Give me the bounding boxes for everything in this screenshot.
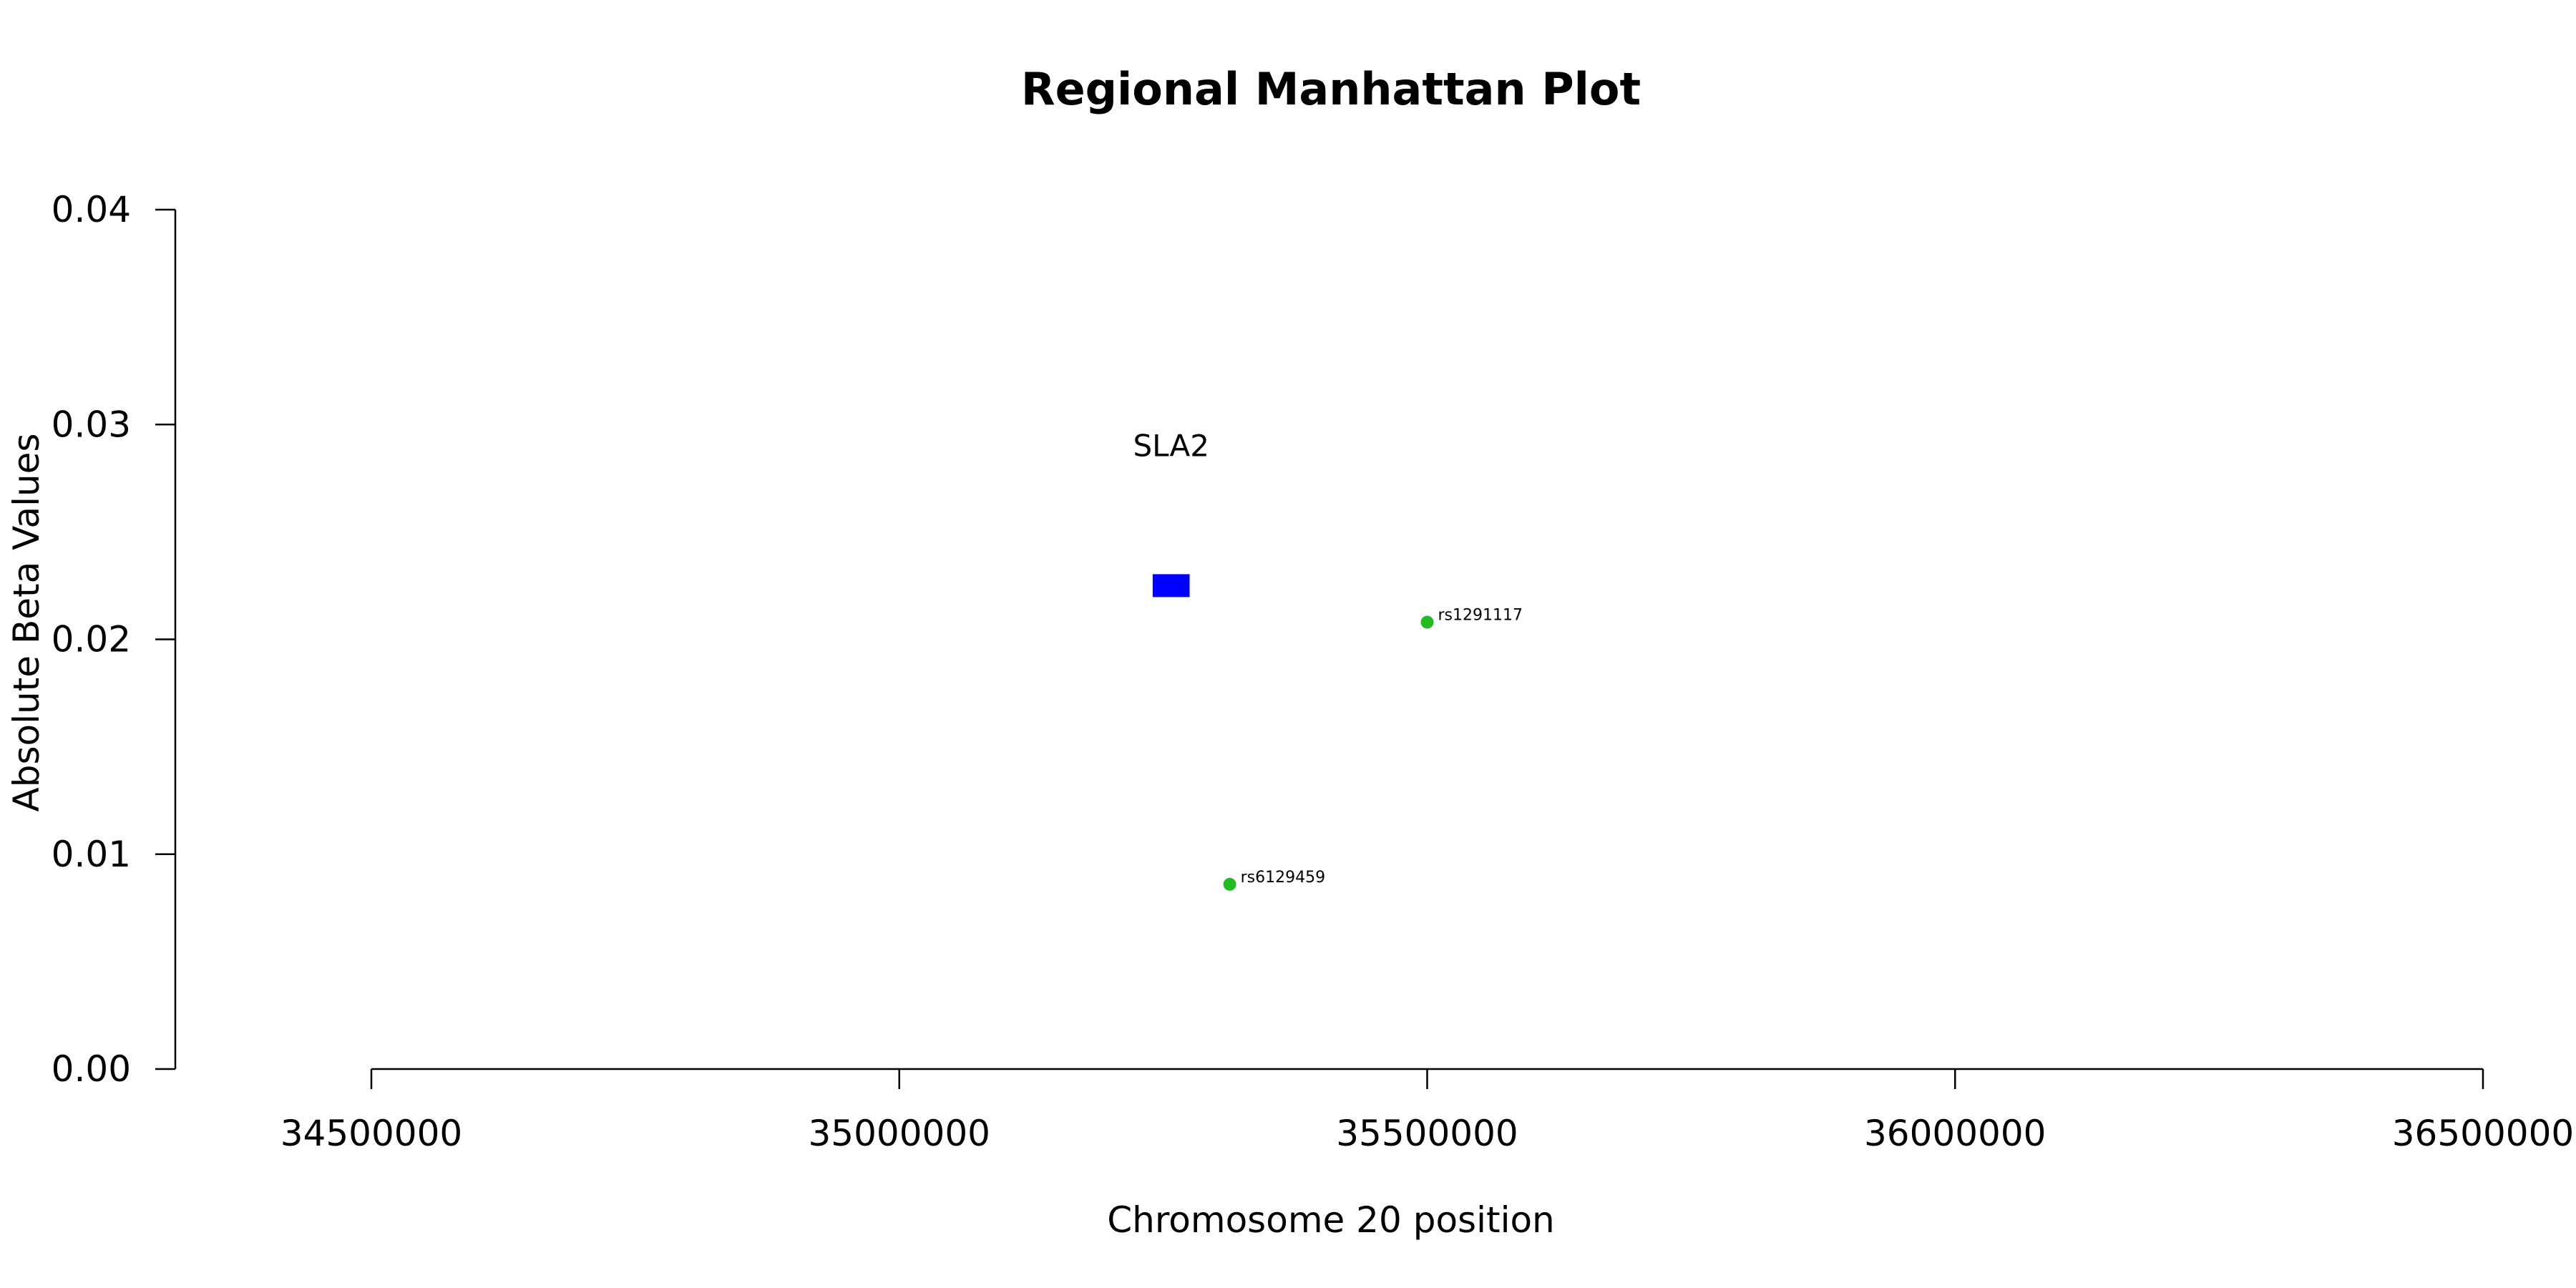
y-axis: 0.00 0.01 0.02 0.03 0.04 — [52, 189, 177, 1090]
y-tick-label: 0.03 — [52, 404, 131, 445]
y-tick-label: 0.01 — [52, 834, 131, 875]
x-tick-label: 36000000 — [1864, 1113, 2046, 1154]
chart-title: Regional Manhattan Plot — [1021, 63, 1641, 115]
x-axis: 34500000 35000000 35500000 36000000 36500000 — [280, 1068, 2575, 1154]
gene-label: SLA2 — [1133, 428, 1209, 463]
snp-point — [1420, 615, 1434, 629]
x-tick-label: 34500000 — [280, 1113, 463, 1154]
y-tick-label: 0.02 — [52, 619, 131, 660]
snp-point — [1223, 877, 1236, 891]
y-tick-label: 0.00 — [52, 1048, 131, 1090]
snp-label: rs6129459 — [1241, 869, 1326, 887]
y-axis-title: Absolute Beta Values — [6, 434, 47, 812]
gene-block — [1152, 574, 1190, 597]
gene-markers: SLA2 — [1133, 428, 1209, 597]
x-axis-title: Chromosome 20 position — [1107, 1199, 1555, 1241]
y-tick-label: 0.04 — [52, 189, 131, 230]
x-tick-label: 36500000 — [2392, 1113, 2575, 1154]
x-tick-label: 35500000 — [1336, 1113, 1518, 1154]
x-tick-label: 35000000 — [809, 1113, 991, 1154]
snp-points: rs1291117 rs6129459 — [1223, 606, 1523, 891]
snp-label: rs1291117 — [1438, 606, 1523, 624]
